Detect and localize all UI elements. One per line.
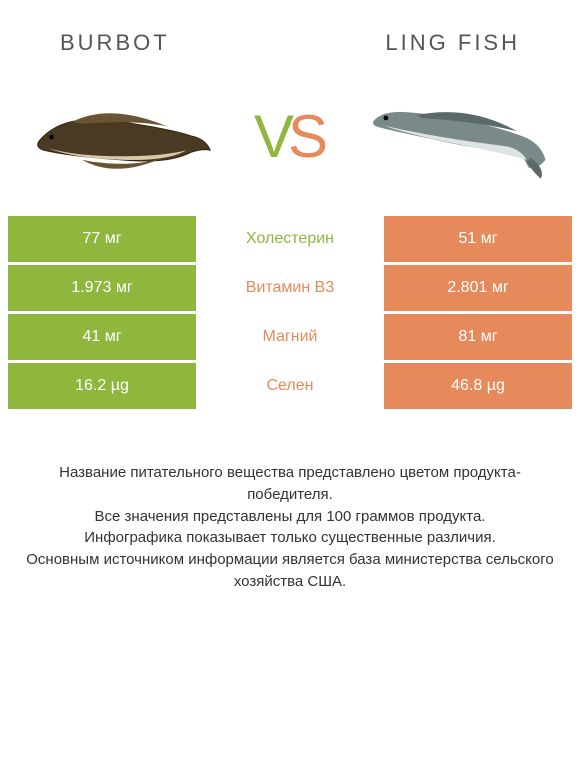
left-value: 41 мг	[8, 314, 196, 360]
left-value: 77 мг	[8, 216, 196, 262]
vs-v: V	[254, 102, 292, 171]
comparison-table: 77 мг Холестерин 51 мг 1.973 мг Витамин …	[0, 216, 580, 412]
right-product-title: Ling fish	[385, 30, 520, 56]
header: Burbot Ling fish	[0, 0, 580, 66]
right-value: 46.8 µg	[384, 363, 572, 409]
left-value: 16.2 µg	[8, 363, 196, 409]
footer-notes: Название питательного вещества представл…	[0, 412, 580, 593]
vs-s: S	[288, 102, 326, 171]
footer-line: Все значения представлены для 100 граммо…	[20, 506, 560, 528]
vs-label: V S	[254, 102, 326, 171]
nutrient-label: Селен	[196, 363, 384, 409]
footer-line: Основным источником информации является …	[20, 549, 560, 593]
table-row: 41 мг Магний 81 мг	[8, 314, 572, 363]
table-row: 1.973 мг Витамин B3 2.801 мг	[8, 265, 572, 314]
right-value: 81 мг	[384, 314, 572, 360]
nutrient-label: Витамин B3	[196, 265, 384, 311]
left-value: 1.973 мг	[8, 265, 196, 311]
table-row: 77 мг Холестерин 51 мг	[8, 216, 572, 265]
footer-line: Инфографика показывает только существенн…	[20, 527, 560, 549]
table-row: 16.2 µg Селен 46.8 µg	[8, 363, 572, 412]
right-value: 2.801 мг	[384, 265, 572, 311]
nutrient-label: Холестерин	[196, 216, 384, 262]
left-product-title: Burbot	[60, 30, 170, 56]
ling-image	[365, 81, 555, 191]
nutrient-label: Магний	[196, 314, 384, 360]
footer-line: Название питательного вещества представл…	[20, 462, 560, 506]
right-value: 51 мг	[384, 216, 572, 262]
hero-row: V S	[0, 66, 580, 216]
burbot-image	[25, 81, 215, 191]
